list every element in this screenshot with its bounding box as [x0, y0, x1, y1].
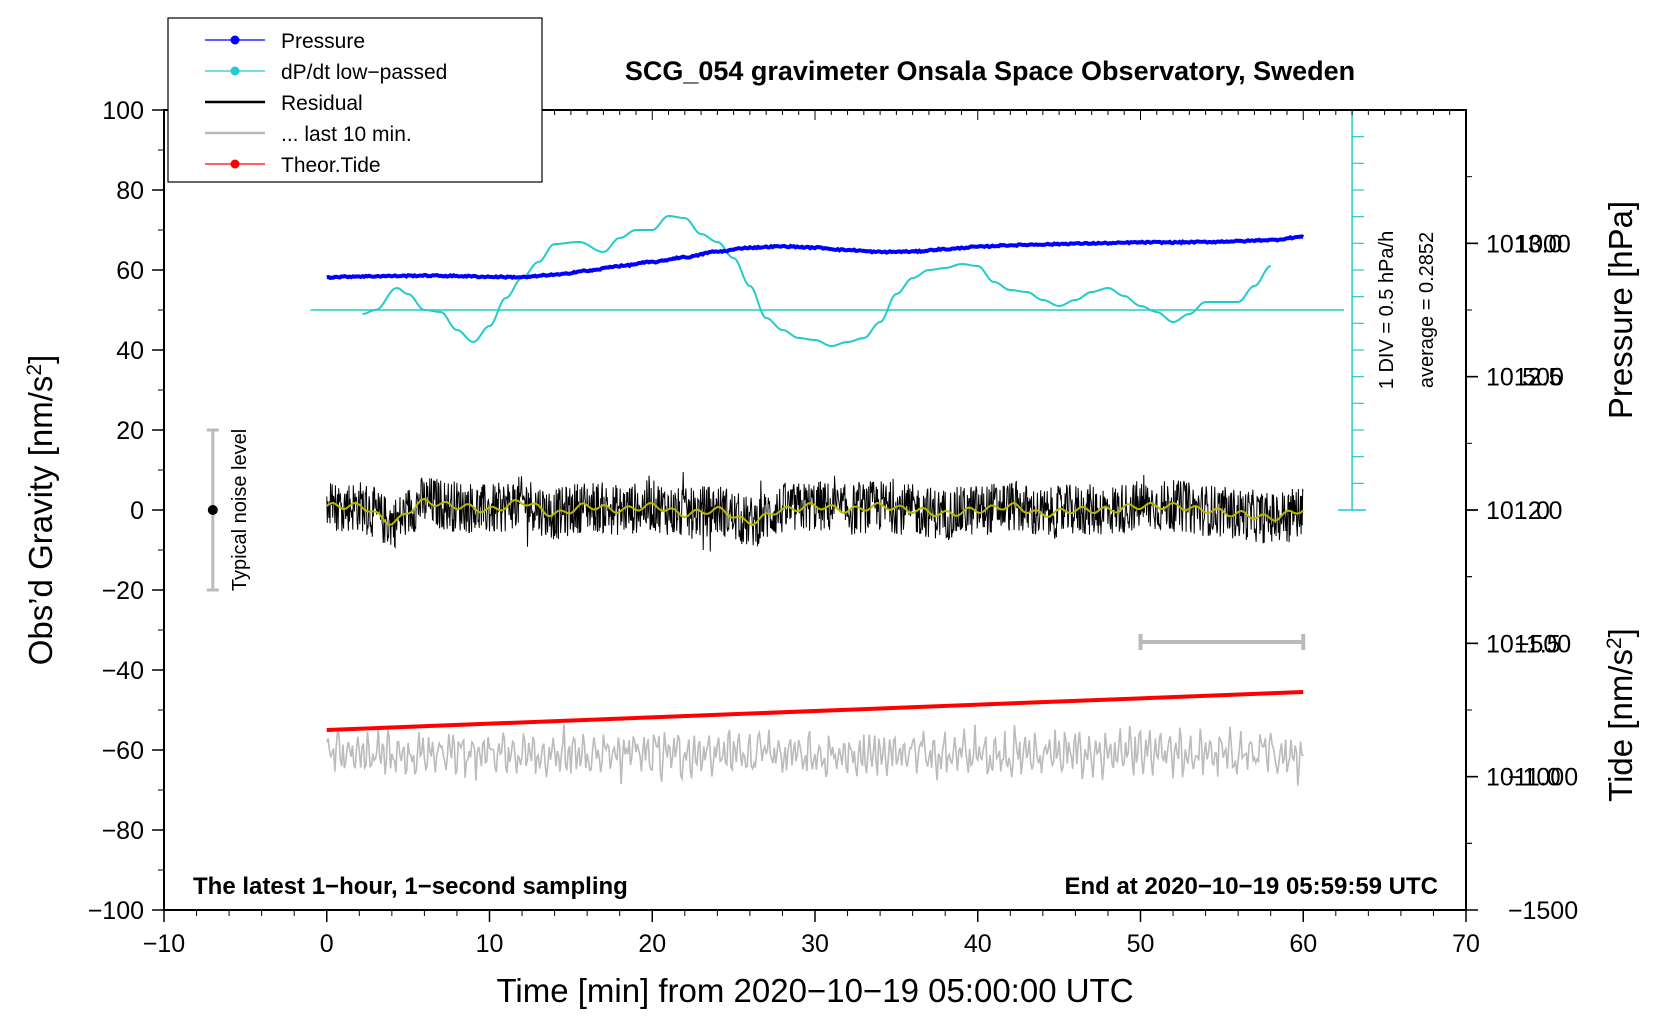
legend-label-pressure: Pressure: [281, 30, 365, 53]
tide-axis-title: Tide [nm/s2]: [1602, 628, 1639, 802]
y-tick-label: −40: [102, 657, 144, 685]
chart-title: SCG_054 gravimeter Onsala Space Observat…: [625, 56, 1355, 86]
tide-tick-label: −1500: [1508, 897, 1578, 925]
pressure-tick-label: 1013.0: [1486, 230, 1562, 258]
x-tick-label: 40: [964, 930, 992, 958]
pressure-axis-title: Pressure [hPa]: [1602, 201, 1639, 419]
x-tick-label: 60: [1289, 930, 1317, 958]
y-tick-label: 40: [116, 337, 144, 365]
legend-swatch-marker: [230, 66, 240, 76]
y-tick-label: −100: [88, 897, 144, 925]
bottom-right-note: End at 2020−10−19 05:59:59 UTC: [1064, 873, 1438, 900]
noise-level-dot: [207, 505, 218, 515]
y-tick-label: −80: [102, 817, 144, 845]
pressure-tick-label: 1012.0: [1486, 497, 1562, 525]
x-tick-label: 70: [1452, 930, 1480, 958]
tide-tick-label: 500: [1522, 364, 1564, 392]
x-tick-label: 30: [801, 930, 829, 958]
x-tick-label: −10: [143, 930, 185, 958]
last-10min-line: [326, 724, 1304, 786]
y-tick-label: 20: [116, 417, 144, 445]
data-layer: [206, 109, 1367, 786]
legend-swatch-marker: [230, 159, 240, 169]
tide-tick-label: −1000: [1508, 764, 1578, 792]
axes-layer: −10 0 10 20 30 40 50 60 70100806040200−20−40−60−…: [88, 97, 1578, 958]
scale-bar-label-div: 1 DIV = 0.5 hPa/h: [1376, 231, 1398, 389]
pressure-tick-label: 1012.5: [1486, 364, 1562, 392]
residual-line: [326, 471, 1304, 552]
legend-label-dpdt: dP/dt low−passed: [281, 61, 447, 84]
scale-bar-label-average: average = 0.2852: [1416, 232, 1438, 388]
tide-tick-label: −500: [1515, 630, 1571, 658]
legend-label-residual: Residual: [281, 92, 363, 115]
legend: Pressure dP/dt low−passed Residual ... l…: [167, 17, 543, 183]
plot-frame: [163, 109, 1467, 911]
y-tick-label: 100: [102, 97, 144, 125]
y-axis-title: Obs’d Gravity [nm/s2]: [22, 355, 59, 666]
dpdt-line: [362, 214, 1272, 348]
x-tick-label: 20: [638, 930, 666, 958]
pressure-tick-label: 1011.5: [1486, 630, 1561, 658]
tide-tick-label: 1000: [1515, 230, 1571, 258]
pressure-line: [326, 234, 1305, 281]
x-axis-title: Time [min] from 2020−10−19 05:00:00 UTC: [496, 972, 1133, 1009]
noise-level-label: Typical noise level: [229, 429, 251, 591]
legend-swatch-marker: [230, 35, 240, 45]
x-tick-label: 10: [476, 930, 504, 958]
legend-label-tide: Theor.Tide: [281, 154, 381, 177]
y-tick-label: −20: [102, 577, 144, 605]
pressure-tick-label: 1011.0: [1486, 764, 1561, 792]
legend-label-last10: ... last 10 min.: [281, 123, 412, 146]
theor-tide-line: [326, 690, 1304, 732]
bottom-left-note: The latest 1−hour, 1−second sampling: [193, 873, 628, 900]
y-tick-label: 80: [116, 177, 144, 205]
y-tick-label: 0: [130, 497, 144, 525]
tide-tick-label: 0: [1536, 497, 1550, 525]
x-tick-label: 50: [1127, 930, 1155, 958]
y-tick-label: −60: [102, 737, 144, 765]
y-tick-label: 60: [116, 257, 144, 285]
legend-box: [167, 17, 543, 183]
x-tick-label: 0: [320, 930, 334, 958]
residual-smoothed-line: [326, 497, 1304, 526]
